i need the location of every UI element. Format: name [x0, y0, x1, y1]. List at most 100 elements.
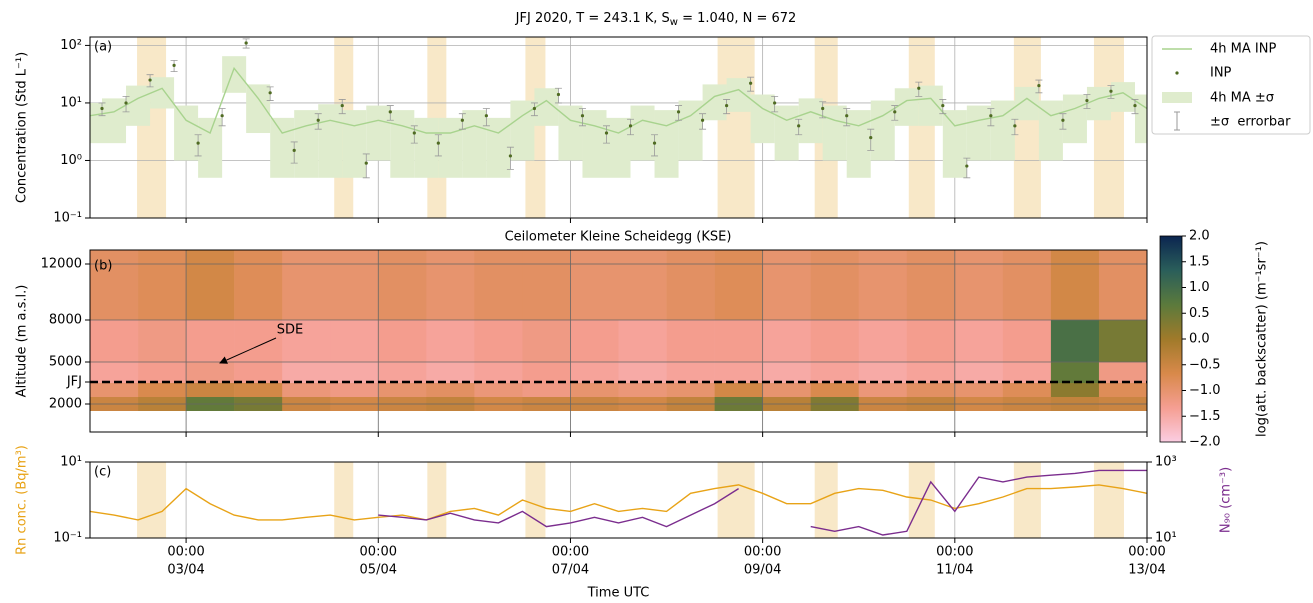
inp-point: [364, 161, 368, 165]
error-bar: [362, 153, 370, 179]
heatmap-cell: [858, 320, 908, 362]
heatmap-cell: [666, 383, 715, 397]
legend-box: [1151, 35, 1311, 135]
sigma-band: [654, 110, 679, 178]
heatmap-cell: [138, 250, 187, 320]
inp-point: [100, 106, 104, 111]
y-tick-label: 8000: [49, 313, 82, 328]
sigma-band: [942, 110, 967, 178]
heatmap-cell: [186, 362, 235, 383]
sigma-band: [318, 104, 343, 178]
inp-point: [508, 154, 512, 158]
inp-point: [1037, 84, 1041, 88]
heatmap-cell: [666, 320, 715, 362]
inp-point: [965, 164, 969, 168]
x-tick-label: 00:00: [360, 545, 397, 560]
legend-label: ±σ errorbar: [1210, 115, 1291, 130]
sigma-band: [102, 98, 127, 144]
inp-point: [388, 110, 392, 114]
sigma-band: [774, 105, 799, 161]
colorbar-tick-label: 1.5: [1189, 254, 1210, 269]
heatmap-cell: [234, 250, 283, 320]
sigma-band: [606, 117, 631, 178]
inp-point: [1133, 103, 1137, 108]
heatmap-cell: [234, 320, 283, 362]
heatmap-cell: [714, 320, 763, 362]
sigma-band: [1062, 94, 1087, 144]
heatmap-cell: [1098, 362, 1148, 383]
heatmap-cell: [666, 250, 715, 320]
shaded-period: [1013, 37, 1041, 218]
inp-point: [124, 101, 128, 105]
plot-frame: [89, 249, 1148, 433]
error-bar: [963, 157, 971, 179]
series-line: [90, 66, 1147, 134]
sigma-band: [510, 100, 535, 161]
heatmap-cell: [1002, 250, 1052, 320]
sigma-band: [1014, 86, 1039, 121]
inp-point: [797, 124, 801, 128]
heatmap-cell: [474, 320, 523, 362]
sigma-band: [198, 117, 223, 178]
legend-label: 4h MA INP: [1210, 42, 1276, 57]
heatmap-cell: [282, 320, 331, 362]
heatmap-cell: [858, 250, 908, 320]
shaded-period: [137, 37, 167, 218]
inp-point: [412, 131, 416, 135]
colorbar-tick-label: −1.0: [1189, 383, 1221, 398]
inp-point: [292, 148, 296, 152]
inp-point: [821, 106, 825, 111]
sigma-band: [342, 110, 367, 178]
legend-label: INP: [1210, 66, 1232, 81]
error-bar: [194, 134, 202, 157]
sigma-band: [1086, 86, 1111, 121]
heatmap-cell: [954, 250, 1004, 320]
y-tick-label: 10⁻¹: [53, 531, 82, 546]
heatmap-cell: [426, 320, 475, 362]
colorbar-tick-label: 2.0: [1189, 229, 1210, 244]
sigma-band: [366, 105, 391, 161]
error-bar: [506, 146, 514, 170]
y-tick-label: 10¹: [60, 95, 82, 110]
shaded-period: [525, 462, 546, 538]
inp-point: [316, 118, 320, 122]
heatmap-cell: [954, 320, 1004, 362]
plot-area: [90, 462, 1147, 538]
inp-point: [1013, 124, 1017, 128]
inp-point: [628, 124, 633, 128]
sigma-band: [150, 77, 175, 109]
inp-point: [725, 103, 729, 108]
shaded-period: [334, 462, 354, 538]
heatmap-cell: [810, 320, 860, 362]
inp-point: [941, 103, 945, 108]
heatmap-cell: [282, 383, 331, 397]
heatmap-cell: [762, 320, 811, 362]
panel-title: Ceilometer Kleine Scheidegg (KSE): [505, 230, 732, 245]
heatmap-cell: [522, 320, 571, 362]
plot-frame: [89, 36, 1148, 219]
heatmap-cell: [1050, 383, 1100, 397]
shaded-period: [717, 37, 755, 218]
colorbar-tick-label: 1.0: [1189, 280, 1210, 295]
shaded-period: [1013, 462, 1041, 538]
sigma-band: [390, 110, 415, 178]
heatmap-cell: [90, 320, 139, 362]
heatmap-cell: [522, 362, 571, 383]
inp-point: [436, 141, 440, 145]
heatmap-cell: [90, 250, 139, 320]
heatmap-cell: [666, 362, 715, 383]
heatmap-cell: [1050, 320, 1100, 362]
sigma-band: [174, 105, 199, 161]
y2-axis-label: N₉₀ (cm⁻³): [1219, 467, 1234, 533]
inp-point: [845, 114, 849, 118]
inp-point: [604, 131, 609, 135]
y-tick-label: 10⁻¹: [53, 211, 82, 226]
x-tick-date: 03/04: [167, 563, 204, 578]
heatmap-cell: [570, 250, 619, 320]
sigma-band: [246, 84, 271, 134]
heatmap-cell: [426, 383, 475, 397]
y-axis-label: Concentration (Std L⁻¹): [15, 52, 30, 203]
sigma-band: [294, 110, 319, 178]
heatmap-cell: [426, 250, 475, 320]
title-part: JFJ 2020, T = 243.1 K, S: [515, 11, 670, 26]
